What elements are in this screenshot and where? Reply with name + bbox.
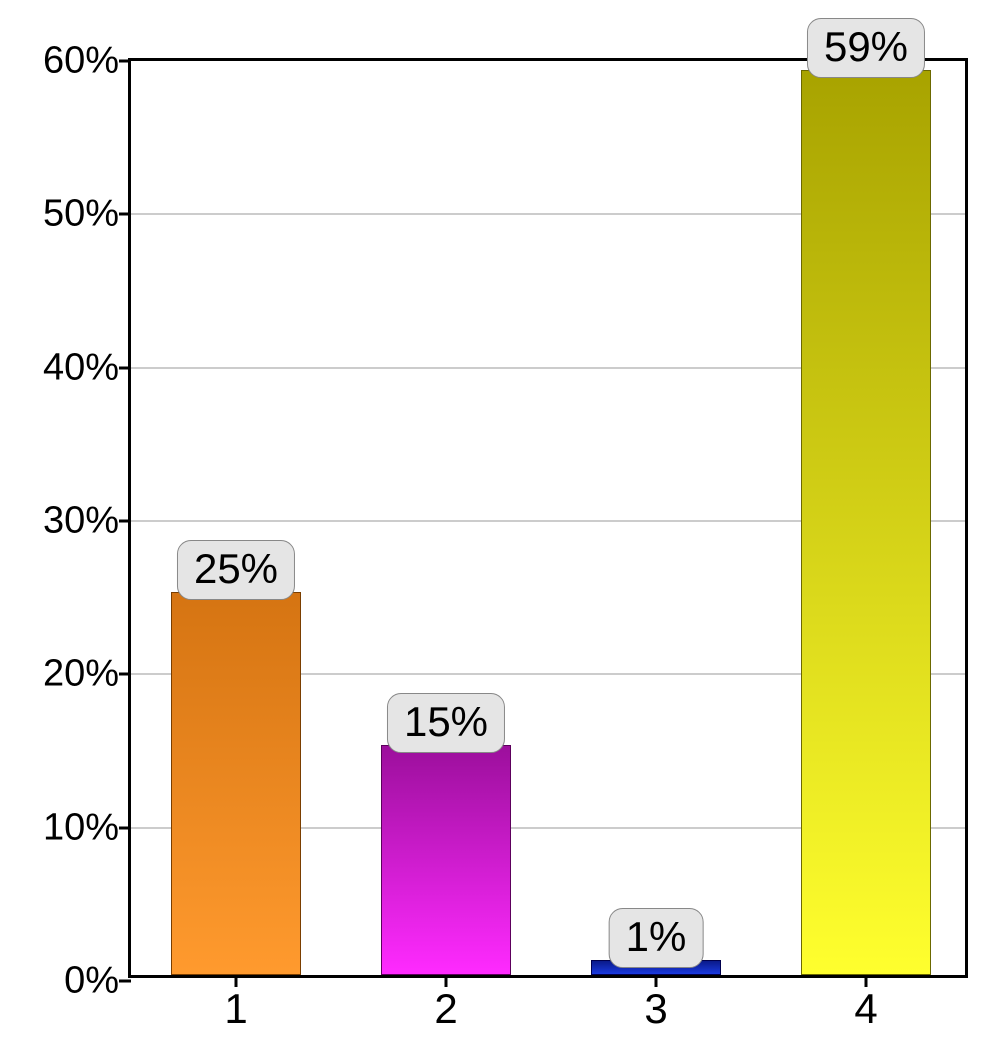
- y-tick-label: 60%: [43, 40, 131, 83]
- y-tick-mark: [119, 673, 131, 676]
- value-badge: 59%: [807, 18, 925, 78]
- bar: [801, 70, 931, 975]
- y-tick-mark: [119, 213, 131, 216]
- y-tick-mark: [119, 520, 131, 523]
- y-tick-label: 20%: [43, 653, 131, 696]
- x-tick-label: 3: [644, 975, 667, 1033]
- bar: [171, 592, 301, 975]
- y-tick-label: 40%: [43, 346, 131, 389]
- plot-area: 0%10%20%30%40%50%60%125%215%31%459%: [128, 58, 968, 978]
- x-tick-label: 2: [434, 975, 457, 1033]
- y-tick-mark: [119, 826, 131, 829]
- bar-chart: 0%10%20%30%40%50%60%125%215%31%459%: [0, 0, 988, 1044]
- x-tick-label: 1: [224, 975, 247, 1033]
- bar: [381, 745, 511, 975]
- y-tick-label: 50%: [43, 193, 131, 236]
- value-badge: 15%: [387, 693, 505, 753]
- x-tick-label: 4: [854, 975, 877, 1033]
- value-badge: 25%: [177, 540, 295, 600]
- value-badge: 1%: [609, 908, 704, 968]
- y-tick-mark: [119, 60, 131, 63]
- y-tick-mark: [119, 980, 131, 983]
- y-tick-label: 10%: [43, 806, 131, 849]
- y-tick-mark: [119, 366, 131, 369]
- y-tick-label: 30%: [43, 500, 131, 543]
